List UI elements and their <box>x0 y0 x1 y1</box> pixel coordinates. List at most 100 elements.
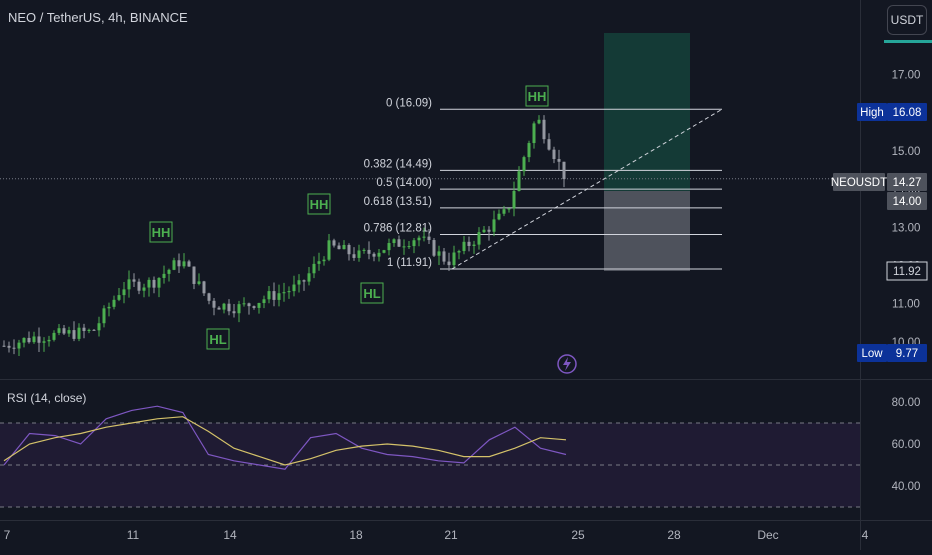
rsi-tick-label: 80.00 <box>892 397 921 409</box>
candle-body <box>322 259 326 262</box>
annotation-box <box>149 221 173 243</box>
candle-body <box>122 289 126 296</box>
annotation-box <box>307 193 331 215</box>
candle-body <box>187 261 191 267</box>
rsi-line <box>3 405 567 470</box>
candle-body <box>327 240 331 260</box>
fib-price-badge-bg <box>887 192 927 210</box>
candle-body <box>182 261 186 267</box>
high-value-badge: 16.08 <box>893 107 922 119</box>
candle-body <box>282 292 286 294</box>
price-tick-label: 15.00 <box>892 146 921 158</box>
annotation-label: HH <box>152 225 171 240</box>
annotation-label: HL <box>209 332 226 347</box>
candle-body <box>252 306 256 308</box>
fib-level-label: 0.618 (13.51) <box>364 196 433 208</box>
rsi-band-fill <box>0 423 860 507</box>
candle-body <box>32 336 36 343</box>
lightning-bolt <box>563 357 571 371</box>
rsi-tick-label: 40.00 <box>892 481 921 493</box>
candle-body <box>42 341 46 343</box>
time-tick-label: 11 <box>127 528 140 542</box>
candle-body <box>202 281 206 294</box>
candle-body <box>177 260 181 267</box>
candle-body <box>357 250 361 258</box>
candle-body <box>27 337 31 343</box>
candle-body <box>97 323 101 331</box>
candle-body <box>167 269 171 274</box>
candle-body <box>512 190 516 209</box>
candle-body <box>17 342 21 349</box>
candle-body <box>442 251 446 262</box>
high-label-badge: High <box>860 107 884 119</box>
candle-body <box>7 345 11 348</box>
candle-body <box>117 295 121 300</box>
candle-body <box>342 244 346 250</box>
annotation-label: HL <box>363 286 380 301</box>
fib-level-label: 1 (11.91) <box>387 257 432 269</box>
candle-body <box>147 279 151 288</box>
candle-body <box>232 311 236 314</box>
candle-body <box>427 236 431 241</box>
fib-price-badge: 14.00 <box>893 196 922 208</box>
candle-body <box>367 249 371 254</box>
candle-body <box>132 279 136 282</box>
candle-body <box>562 161 566 180</box>
candle-body <box>162 273 166 278</box>
candle-body <box>502 209 506 214</box>
annotation-label: HH <box>310 197 329 212</box>
candle-body <box>477 232 481 245</box>
candle-body <box>297 280 301 285</box>
candle-body <box>472 244 476 246</box>
annotation-label: HH <box>528 89 547 104</box>
candle-body <box>352 254 356 258</box>
low-label-badge-bg <box>857 344 887 362</box>
candle-body <box>387 243 391 251</box>
profit-zone <box>604 33 690 191</box>
candle-body <box>462 241 466 252</box>
time-tick-label: 21 <box>444 528 458 542</box>
candle-body <box>87 329 91 331</box>
price-tick-label: 17.00 <box>892 70 921 82</box>
candle-body <box>287 291 291 293</box>
low-label-badge: Low <box>861 348 883 360</box>
candle-body <box>317 261 321 264</box>
candle-body <box>492 219 496 232</box>
candle-body <box>197 281 201 284</box>
candle-body <box>447 261 451 266</box>
currency-button[interactable]: USDT <box>887 5 927 35</box>
candle-body <box>347 244 351 255</box>
time-tick-label: 18 <box>349 528 363 542</box>
candle-body <box>22 337 26 343</box>
candle-body <box>192 266 196 284</box>
candle-body <box>557 159 561 162</box>
low-ref-badge-border <box>886 261 928 281</box>
trend-line-dashed <box>451 108 723 270</box>
rsi-ma-line <box>3 416 567 466</box>
candle-body <box>272 291 276 300</box>
candle-body <box>237 304 241 314</box>
fib-level-label: 0 (16.09) <box>386 97 432 109</box>
candle-body <box>312 263 316 274</box>
candle-body <box>57 328 61 333</box>
candle-body <box>507 208 511 210</box>
candle-body <box>332 240 336 246</box>
low-ref-badge-bg <box>887 262 927 280</box>
last-price-badge: 14.27 <box>893 177 922 189</box>
candle-body <box>537 119 541 124</box>
annotation-box <box>206 328 230 350</box>
candle-body <box>82 327 86 331</box>
candle-body <box>247 303 251 307</box>
candle-body <box>527 143 531 158</box>
candle-body <box>212 300 216 308</box>
lightning-icon <box>557 354 577 374</box>
low-ref-badge: 11.92 <box>893 266 921 278</box>
time-tick-label: 28 <box>667 528 681 542</box>
candle-body <box>517 171 521 191</box>
candle-body <box>67 330 71 334</box>
low-value-badge: 9.77 <box>896 348 918 360</box>
symbol-title: NEO / TetherUS, 4h, BINANCE <box>8 10 188 25</box>
candle-body <box>522 157 526 172</box>
